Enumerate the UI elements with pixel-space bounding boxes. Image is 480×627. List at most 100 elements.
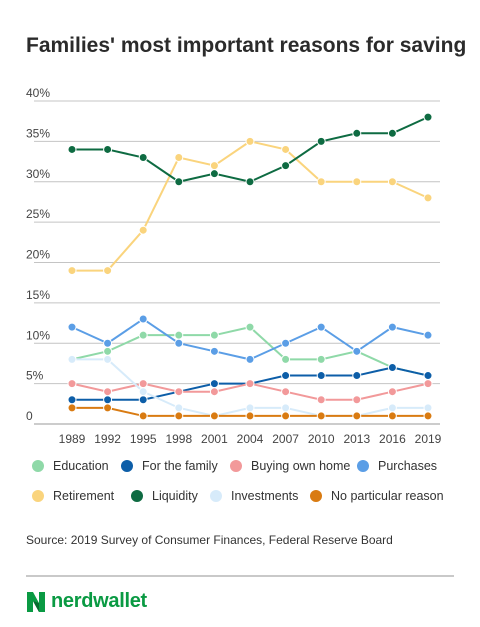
x-tick-label: 1992 — [94, 432, 121, 446]
legend-swatch — [32, 490, 44, 502]
x-tick-label: 2019 — [415, 432, 442, 446]
data-point — [281, 144, 291, 154]
data-point — [245, 354, 255, 364]
legend-label: Retirement — [53, 489, 115, 503]
series-purchases — [67, 314, 433, 364]
nerdwallet-logo-icon — [27, 591, 45, 612]
data-point — [423, 371, 433, 381]
data-point — [423, 112, 433, 122]
x-tick-label: 1989 — [59, 432, 86, 446]
data-point — [245, 136, 255, 146]
chart-title: Families' most important reasons for sav… — [26, 34, 467, 57]
legend-item: For the family — [121, 459, 218, 473]
data-point — [103, 395, 113, 405]
data-point — [174, 330, 184, 340]
x-tick-label: 2001 — [201, 432, 228, 446]
legend-swatch — [310, 490, 322, 502]
legend-item: Investments — [210, 489, 298, 503]
legend-label: Buying own home — [251, 459, 351, 473]
data-point — [174, 411, 184, 421]
series-retirement — [67, 136, 433, 276]
data-point — [387, 362, 397, 372]
brand-logo: nerdwallet — [26, 590, 147, 613]
data-point — [316, 395, 326, 405]
data-point — [245, 411, 255, 421]
data-point — [316, 354, 326, 364]
data-point — [138, 387, 148, 397]
data-point — [387, 387, 397, 397]
data-point — [245, 177, 255, 187]
data-point — [281, 411, 291, 421]
data-point — [103, 387, 113, 397]
data-point — [316, 322, 326, 332]
series-line — [71, 326, 429, 377]
data-point — [352, 371, 362, 381]
data-point — [209, 379, 219, 389]
y-tick-label: 0 — [26, 409, 33, 423]
y-tick-label: 15% — [26, 288, 50, 302]
y-tick-label: 10% — [26, 328, 50, 342]
legend-label: Purchases — [378, 459, 438, 473]
data-point — [103, 338, 113, 348]
data-point — [138, 153, 148, 163]
legend-label: Education — [53, 459, 109, 473]
data-point — [138, 395, 148, 405]
data-point — [352, 128, 362, 138]
data-point — [103, 144, 113, 154]
data-point — [281, 354, 291, 364]
data-point — [387, 128, 397, 138]
data-point — [281, 371, 291, 381]
legend-item: Buying own home — [230, 459, 350, 473]
data-point — [67, 144, 77, 154]
legend-label: For the family — [142, 459, 218, 473]
data-point — [387, 403, 397, 413]
data-point — [174, 153, 184, 163]
data-point — [245, 379, 255, 389]
y-tick-label: 30% — [26, 167, 50, 181]
series-buying-own-home — [67, 379, 433, 405]
data-point — [387, 411, 397, 421]
y-tick-label: 25% — [26, 207, 50, 221]
data-point — [423, 403, 433, 413]
data-point — [209, 346, 219, 356]
data-point — [103, 346, 113, 356]
data-point — [103, 266, 113, 276]
data-point — [67, 354, 77, 364]
data-point — [67, 395, 77, 405]
data-point — [67, 322, 77, 332]
data-point — [352, 411, 362, 421]
data-point — [209, 161, 219, 171]
data-point — [245, 403, 255, 413]
y-tick-label: 40% — [26, 86, 50, 100]
legend-label: Investments — [231, 489, 299, 503]
data-point — [316, 411, 326, 421]
data-point — [245, 322, 255, 332]
data-point — [387, 322, 397, 332]
y-axis-tick-labels: 0 5% 10% 15% 20% 25% 30% 35% 40% — [26, 86, 50, 423]
data-point — [174, 338, 184, 348]
data-point — [103, 403, 113, 413]
series-liquidity — [67, 112, 433, 187]
y-tick-label: 5% — [26, 369, 44, 383]
data-point — [209, 169, 219, 179]
data-point — [209, 330, 219, 340]
legend-label: No particular reason — [331, 489, 444, 503]
series-no-particular-reason — [67, 403, 433, 421]
y-tick-label: 35% — [26, 126, 50, 140]
data-point — [352, 395, 362, 405]
data-point — [281, 387, 291, 397]
data-point — [423, 193, 433, 203]
legend-item: Purchases — [357, 459, 437, 473]
legend-label: Liquidity — [152, 489, 198, 503]
data-point — [387, 177, 397, 187]
data-point — [316, 371, 326, 381]
data-point — [138, 379, 148, 389]
x-tick-label: 1998 — [165, 432, 192, 446]
logo-wordmark: nerdwallet — [51, 590, 147, 612]
data-point — [103, 354, 113, 364]
data-point — [174, 403, 184, 413]
legend-swatch — [121, 460, 133, 472]
series-line — [72, 116, 429, 183]
x-axis-tick-labels: 1989 1992 1995 1998 2001 2004 2007 2010 2013 2016… — [59, 432, 442, 446]
data-point — [67, 403, 77, 413]
